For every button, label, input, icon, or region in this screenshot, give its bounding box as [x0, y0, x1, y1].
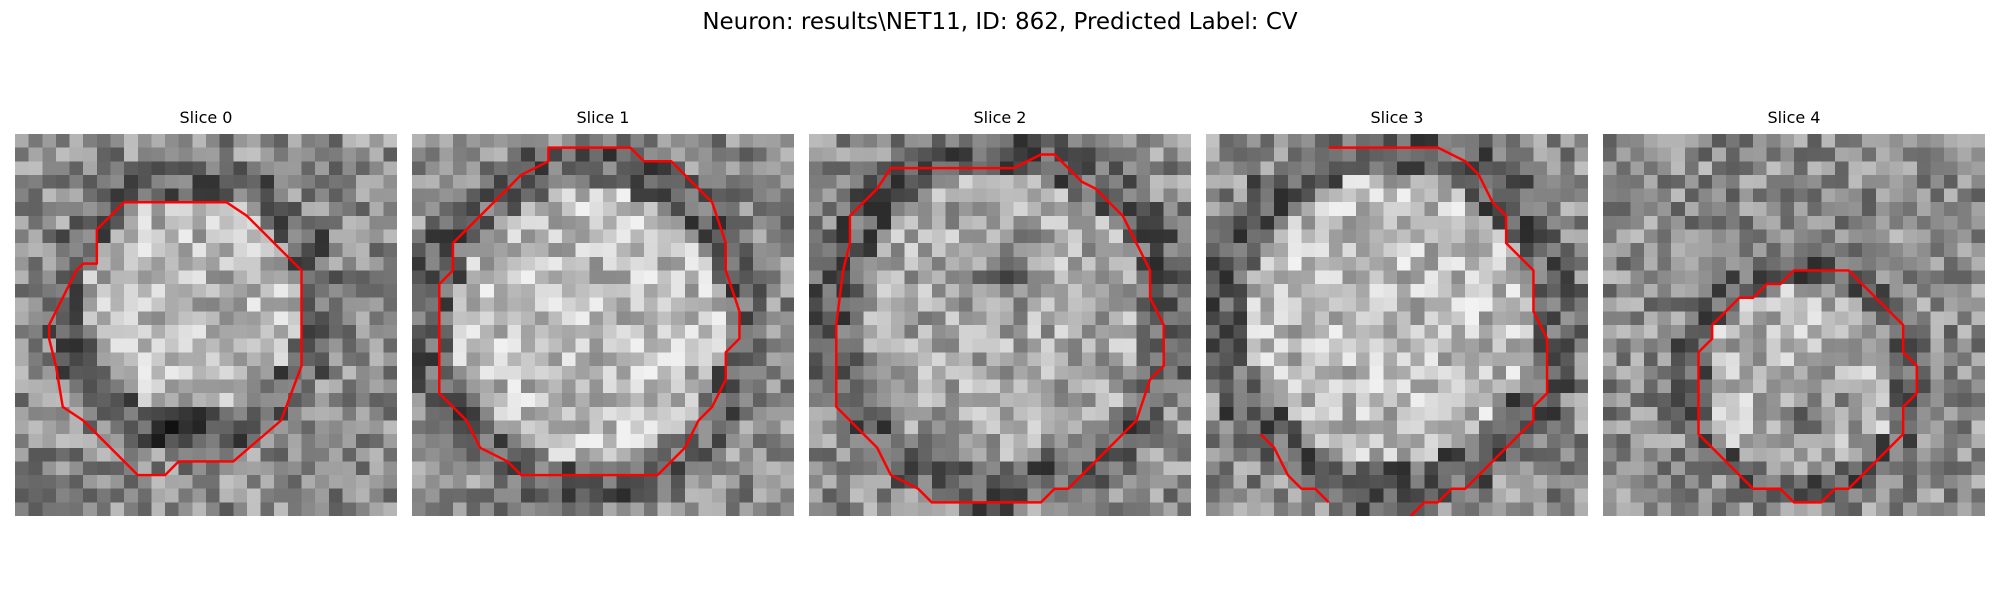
slice-2-image	[809, 134, 1191, 516]
slice-title: Slice 0	[179, 108, 233, 127]
slice-title: Slice 1	[576, 108, 630, 127]
slice-title: Slice 3	[1370, 108, 1424, 127]
slice-pixels	[412, 134, 794, 516]
roi-contour	[835, 153, 1165, 504]
slice-4-image	[1603, 134, 1985, 516]
slice-3-image	[1206, 134, 1588, 516]
slice-image	[1206, 134, 1588, 516]
slice-pixels	[15, 134, 397, 516]
slice-image	[1603, 134, 1985, 516]
slice-title: Slice 2	[973, 108, 1027, 127]
slice-pixels	[1206, 134, 1588, 516]
slice-0-image	[15, 134, 397, 516]
slice-image	[809, 134, 1191, 516]
roi-contour	[1328, 146, 1549, 516]
roi-contour	[438, 146, 741, 477]
slice-image	[15, 134, 397, 516]
slice-pixels	[809, 134, 1191, 516]
figure-title: Neuron: results\NET11, ID: 862, Predicte…	[702, 9, 1298, 35]
roi-contour	[47, 200, 303, 477]
slice-image	[412, 134, 794, 516]
roi-contour	[1697, 269, 1919, 504]
slice-pixels	[1603, 134, 1985, 516]
roi-contour-segment	[1259, 433, 1330, 504]
slice-title: Slice 4	[1767, 108, 1821, 127]
slice-1-image	[412, 134, 794, 516]
